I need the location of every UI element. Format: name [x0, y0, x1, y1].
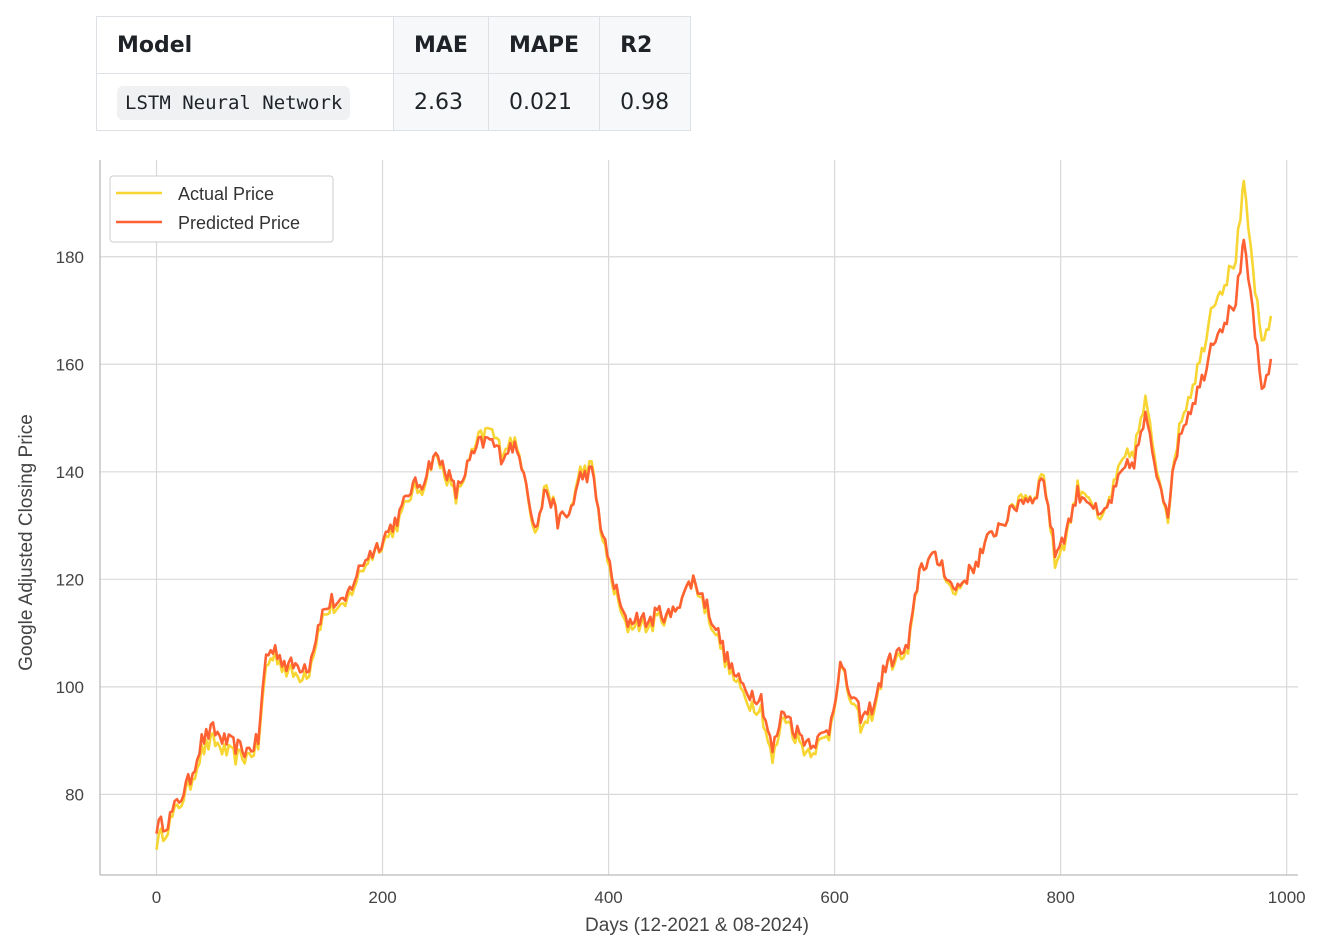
table-header-row: Model MAE MAPE R2	[96, 16, 692, 74]
series-lines	[155, 179, 1273, 850]
y-axis-label: Google Adjusted Closing Price	[16, 414, 37, 671]
series-line-actual	[155, 179, 1273, 850]
legend-label-predicted: Predicted Price	[178, 213, 300, 233]
legend-box	[109, 175, 334, 243]
table-row: LSTM Neural Network 2.63 0.021 0.98	[96, 73, 692, 131]
x-tick-label: 400	[594, 888, 622, 907]
x-tick-label: 800	[1046, 888, 1074, 907]
x-tick-label: 200	[368, 888, 396, 907]
header-mae: MAE	[393, 16, 489, 74]
header-model: Model	[96, 16, 394, 74]
chart-grid	[100, 160, 1298, 875]
cell-mae: 2.63	[393, 73, 489, 131]
chart-legend: Actual Price Predicted Price	[109, 175, 334, 243]
series-line-predicted	[155, 238, 1273, 834]
y-tick-label: 180	[56, 248, 84, 267]
y-tick-label: 160	[56, 355, 84, 374]
y-tick-label: 120	[56, 570, 84, 589]
x-tick-label: 600	[820, 888, 848, 907]
cell-r2: 0.98	[599, 73, 692, 131]
x-tick-labels: 0 200 400 600 800 1000	[152, 888, 1306, 907]
header-mape: MAPE	[487, 16, 601, 74]
legend-label-actual: Actual Price	[178, 184, 274, 204]
price-line-chart: 0 200 400 600 800 1000 80 100 120 140 160 180 Days…	[16, 160, 1306, 936]
y-tick-labels: 80 100 120 140 160 180	[56, 248, 84, 805]
y-tick-label: 80	[65, 785, 84, 804]
x-tick-label: 1000	[1268, 888, 1306, 907]
model-name-code: LSTM Neural Network	[117, 85, 351, 120]
y-tick-label: 100	[56, 678, 84, 697]
cell-model: LSTM Neural Network	[96, 73, 394, 131]
cell-mape: 0.021	[487, 73, 601, 131]
header-r2: R2	[599, 16, 692, 74]
y-tick-label: 140	[56, 463, 84, 482]
x-tick-label: 0	[152, 888, 161, 907]
x-axis-label: Days (12-2021 & 08-2024)	[585, 915, 809, 936]
metrics-table: Model MAE MAPE R2 LSTM Neural Network 2.…	[96, 16, 692, 131]
